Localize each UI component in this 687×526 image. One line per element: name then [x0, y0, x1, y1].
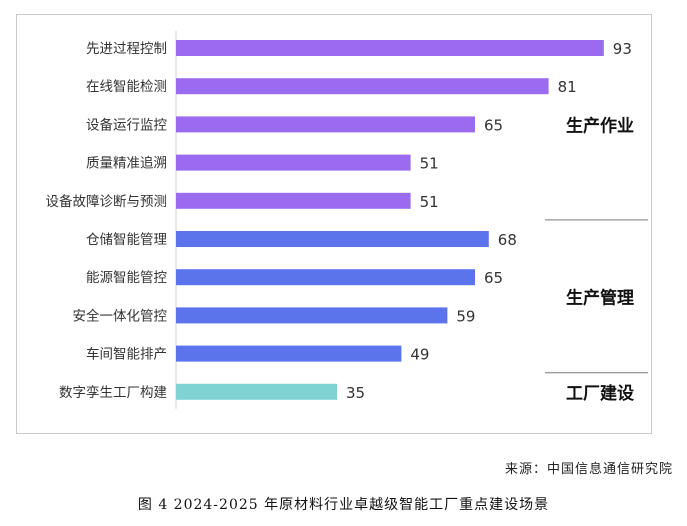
- category-label: 能源智能管控: [86, 270, 167, 286]
- bar: [176, 269, 475, 286]
- group-label: 工厂建设: [566, 383, 634, 404]
- category-label: 质量精准追溯: [86, 156, 167, 172]
- category-label: 车间智能排产: [86, 346, 167, 363]
- source-note: 来源：中国信息通信研究院: [504, 462, 673, 477]
- value-label: 65: [484, 269, 503, 287]
- category-label: 设备故障诊断与预测: [46, 193, 168, 210]
- value-label: 51: [420, 155, 439, 173]
- bar: [176, 154, 411, 171]
- figure-caption: 图 4 2024-2025 年原材料行业卓越级智能工厂重点建设场景: [137, 497, 550, 513]
- bar: [176, 40, 604, 56]
- category-label: 先进过程控制: [86, 41, 167, 57]
- category-label: 仓储智能管理: [86, 232, 167, 248]
- bar: [176, 78, 549, 95]
- category-label: 设备运行监控: [86, 116, 167, 133]
- value-label: 35: [346, 384, 365, 402]
- bar: [176, 116, 475, 133]
- category-label: 数字孪生工厂构建: [59, 384, 167, 401]
- value-label: 68: [498, 231, 517, 249]
- value-label: 81: [558, 78, 577, 96]
- group-label: 生产作业: [566, 115, 634, 136]
- value-label: 51: [420, 193, 439, 211]
- bar: [176, 345, 402, 362]
- bar: [176, 383, 337, 400]
- group-label: 生产管理: [566, 287, 634, 308]
- category-label: 在线智能检测: [86, 79, 167, 95]
- value-label: 65: [484, 116, 503, 134]
- value-label: 93: [613, 40, 632, 58]
- value-label: 49: [410, 346, 429, 364]
- bar: [176, 307, 448, 324]
- value-label: 59: [456, 307, 475, 325]
- bar: [176, 192, 411, 209]
- bar: [176, 231, 489, 247]
- category-label: 安全一体化管控: [73, 307, 168, 324]
